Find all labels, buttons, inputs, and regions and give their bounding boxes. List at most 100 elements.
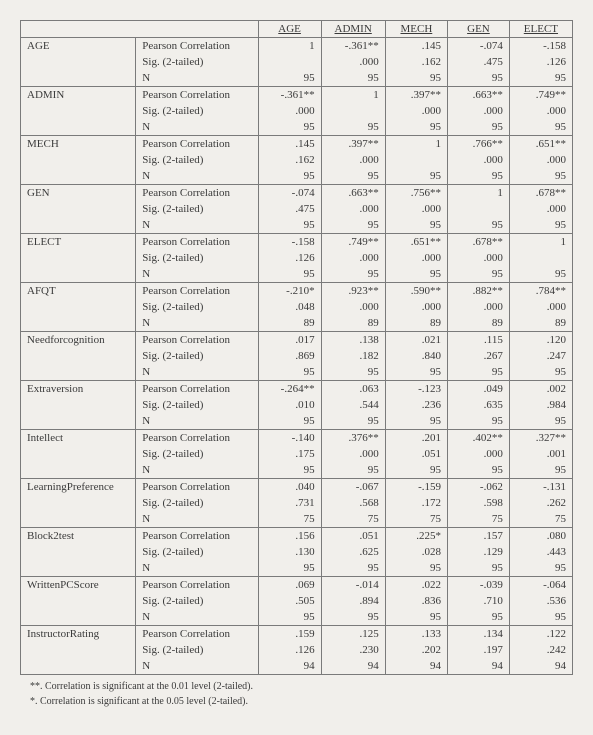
variable-label: InstructorRating [21, 626, 136, 643]
value-cell: .678** [448, 234, 510, 251]
table-row: N9595959595 [21, 413, 573, 430]
value-cell: .651** [509, 136, 572, 153]
value-cell: .984 [509, 397, 572, 413]
value-cell: .568 [321, 495, 385, 511]
table-row: Sig. (2-tailed).126.000.000.000 [21, 250, 573, 266]
value-cell: .000 [385, 299, 447, 315]
value-cell: 95 [258, 364, 321, 381]
value-cell: .894 [321, 593, 385, 609]
value-cell: 95 [385, 364, 447, 381]
value-cell: -.158 [509, 38, 572, 55]
variable-label: Needforcognition [21, 332, 136, 349]
variable-label: LearningPreference [21, 479, 136, 496]
value-cell: 89 [258, 315, 321, 332]
value-cell: 75 [509, 511, 572, 528]
table-row: Sig. (2-tailed).162.000.000.000 [21, 152, 573, 168]
table-row: Sig. (2-tailed).000.162.475.126 [21, 54, 573, 70]
value-cell: .544 [321, 397, 385, 413]
measure-label: Pearson Correlation [136, 234, 258, 251]
variable-label [21, 462, 136, 479]
table-row: MECHPearson Correlation.145.397**1.766**… [21, 136, 573, 153]
value-cell: .172 [385, 495, 447, 511]
value-cell: .598 [448, 495, 510, 511]
value-cell: -.064 [509, 577, 572, 594]
value-cell: 95 [509, 609, 572, 626]
value-cell: .784** [509, 283, 572, 300]
value-cell: .590** [385, 283, 447, 300]
measure-label: Pearson Correlation [136, 626, 258, 643]
value-cell: .000 [448, 299, 510, 315]
table-row: Sig. (2-tailed).048.000.000.000.000 [21, 299, 573, 315]
value-cell: .010 [258, 397, 321, 413]
value-cell: .028 [385, 544, 447, 560]
value-cell: .145 [258, 136, 321, 153]
value-cell: .063 [321, 381, 385, 398]
value-cell: .766** [448, 136, 510, 153]
value-cell: .749** [509, 87, 572, 104]
value-cell: 95 [321, 609, 385, 626]
value-cell: .869 [258, 348, 321, 364]
value-cell: 95 [385, 266, 447, 283]
value-cell: 94 [448, 658, 510, 675]
value-cell: 95 [258, 168, 321, 185]
value-cell: .710 [448, 593, 510, 609]
value-cell: .635 [448, 397, 510, 413]
value-cell: 95 [448, 560, 510, 577]
value-cell: .202 [385, 642, 447, 658]
value-cell [509, 250, 572, 266]
value-cell: 95 [321, 70, 385, 87]
value-cell: .000 [509, 201, 572, 217]
measure-label: N [136, 70, 258, 87]
measure-label: N [136, 560, 258, 577]
variable-label: Block2test [21, 528, 136, 545]
variable-label [21, 348, 136, 364]
value-cell: 89 [509, 315, 572, 332]
measure-label: Sig. (2-tailed) [136, 250, 258, 266]
measure-label: Pearson Correlation [136, 332, 258, 349]
value-cell: .000 [448, 152, 510, 168]
measure-label: Sig. (2-tailed) [136, 152, 258, 168]
value-cell: 95 [509, 168, 572, 185]
measure-label: Pearson Correlation [136, 283, 258, 300]
value-cell: 95 [321, 266, 385, 283]
value-cell: .017 [258, 332, 321, 349]
table-row: IntellectPearson Correlation-.140.376**.… [21, 430, 573, 447]
variable-label [21, 168, 136, 185]
value-cell: 95 [321, 560, 385, 577]
value-cell: .376** [321, 430, 385, 447]
value-cell: 95 [385, 413, 447, 430]
table-row: N9595959595 [21, 364, 573, 381]
table-row: N9595959595 [21, 266, 573, 283]
table-row: Sig. (2-tailed).505.894.836.710.536 [21, 593, 573, 609]
table-row: GENPearson Correlation-.074.663**.756**1… [21, 185, 573, 202]
value-cell: 95 [385, 70, 447, 87]
measure-label: N [136, 511, 258, 528]
table-row: Sig. (2-tailed).010.544.236.635.984 [21, 397, 573, 413]
table-row: Sig. (2-tailed).869.182.840.267.247 [21, 348, 573, 364]
measure-label: Sig. (2-tailed) [136, 299, 258, 315]
measure-label: N [136, 413, 258, 430]
value-cell: .678** [509, 185, 572, 202]
value-cell: .133 [385, 626, 447, 643]
value-cell: .923** [321, 283, 385, 300]
value-cell: .756** [385, 185, 447, 202]
value-cell: -.140 [258, 430, 321, 447]
value-cell: .040 [258, 479, 321, 496]
value-cell: -.074 [258, 185, 321, 202]
value-cell: .051 [321, 528, 385, 545]
value-cell: .049 [448, 381, 510, 398]
measure-label: Sig. (2-tailed) [136, 593, 258, 609]
variable-label [21, 642, 136, 658]
measure-label: Sig. (2-tailed) [136, 54, 258, 70]
value-cell: 89 [448, 315, 510, 332]
table-row: LearningPreferencePearson Correlation.04… [21, 479, 573, 496]
value-cell: .000 [385, 103, 447, 119]
value-cell: 95 [448, 168, 510, 185]
value-cell: .000 [321, 152, 385, 168]
value-cell: 95 [321, 462, 385, 479]
footnotes: **. Correlation is significant at the 0.… [20, 681, 573, 707]
value-cell: 95 [385, 462, 447, 479]
value-cell: 95 [385, 168, 447, 185]
value-cell: 95 [321, 364, 385, 381]
table-row: ADMINPearson Correlation-.361**1.397**.6… [21, 87, 573, 104]
